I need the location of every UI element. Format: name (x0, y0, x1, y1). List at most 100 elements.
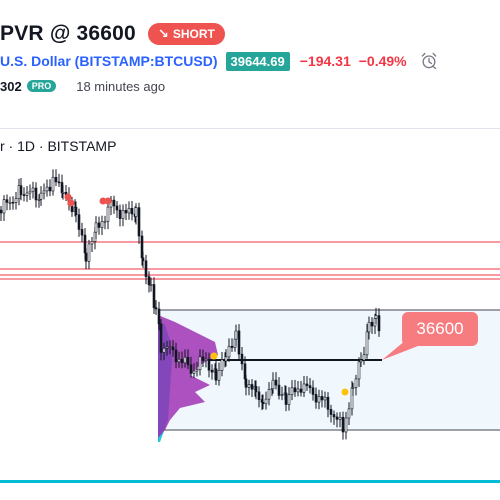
candle-body (362, 354, 366, 361)
candle-body (0, 209, 3, 214)
candle-body (112, 199, 116, 207)
candle-body (280, 394, 284, 397)
symbol-link[interactable]: U.S. Dollar (BITSTAMP:BTCUSD) (0, 53, 218, 69)
price-change-absolute: −194.31 (299, 53, 351, 69)
candle-body (354, 378, 358, 388)
candle-body (323, 396, 327, 401)
candle-body (217, 370, 221, 381)
candle-body (201, 356, 205, 361)
candle-body (31, 187, 35, 192)
candle-body (137, 207, 141, 237)
candle-body (74, 206, 78, 215)
signal-dot (210, 352, 218, 360)
candle-body (130, 207, 134, 215)
candle-body (84, 252, 88, 262)
candle-body (192, 370, 196, 374)
candle-body (183, 356, 187, 364)
candle-body (230, 345, 234, 348)
candle-body (11, 201, 15, 204)
candle-body (2, 199, 6, 214)
candle-body (134, 207, 138, 217)
candle-body (287, 394, 291, 405)
candle-body (189, 364, 193, 374)
candle-body (377, 315, 381, 332)
candle-body (124, 210, 128, 214)
candle-body (374, 315, 378, 319)
candle-body (267, 389, 271, 400)
candle-body (54, 176, 58, 183)
candle-body (94, 222, 98, 233)
candle-body (8, 201, 12, 204)
signal-dot (99, 197, 107, 205)
published-time: 18 minutes ago (76, 78, 166, 94)
candle-body (207, 358, 211, 371)
candle-body (299, 388, 303, 393)
candle-body (159, 323, 163, 353)
candle-body (87, 243, 91, 262)
candle-body (344, 417, 348, 433)
candle-body (144, 260, 148, 277)
candle-body (370, 321, 374, 327)
candle-body (347, 408, 351, 419)
candle-body (284, 392, 288, 405)
candle-body (357, 361, 361, 380)
candle-body (240, 353, 244, 365)
candle-body (329, 409, 333, 415)
candle-body (351, 387, 355, 389)
candlestick-series (0, 169, 381, 440)
candle-body (177, 358, 181, 363)
signal-dot (67, 199, 75, 207)
price-chart[interactable] (0, 130, 500, 480)
price-badge: 39644.69 (225, 51, 290, 71)
candle-body (165, 346, 169, 349)
candle-body (149, 284, 153, 286)
candle-body (317, 396, 321, 403)
candle-body (34, 187, 38, 201)
idea-header: PVR @ 36600 ↘ SHORT U.S. Dollar (BITSTAM… (0, 0, 500, 130)
alarm-clock-icon[interactable] (419, 51, 439, 71)
candle-body (338, 416, 342, 420)
candle-body (25, 192, 29, 196)
candle-body (261, 401, 265, 405)
candle-body (254, 386, 258, 393)
candle-body (48, 186, 52, 192)
candle-body (157, 308, 161, 325)
candle-body (314, 394, 318, 403)
candle-body (147, 276, 151, 286)
candle-body (244, 378, 248, 388)
candle-body (171, 346, 175, 351)
candle-body (326, 396, 330, 410)
candle-body (274, 379, 278, 386)
candle-body (141, 257, 145, 262)
candle-body (100, 221, 104, 228)
arrow-down-right-icon: ↘ (157, 26, 169, 41)
header-divider (0, 128, 500, 129)
candle-body (174, 349, 178, 363)
candle-body (220, 359, 224, 371)
symbol-row: U.S. Dollar (BITSTAMP:BTCUSD) 39644.69 −… (0, 50, 439, 72)
candle-body (19, 185, 23, 195)
candle-body (162, 347, 166, 353)
candle-body (90, 241, 94, 245)
candle-body (305, 383, 309, 386)
candle-body (168, 346, 172, 349)
candle-body (154, 307, 158, 310)
candle-body (37, 198, 41, 201)
candle-body (341, 416, 345, 433)
candle-body (204, 358, 208, 361)
candle-body (296, 388, 300, 393)
candle-body (320, 396, 324, 401)
candle-body (365, 331, 369, 356)
candle-body (42, 190, 46, 194)
candle-body (234, 330, 238, 340)
candle-body (293, 387, 297, 393)
candle-body (45, 186, 49, 192)
candle-body (332, 414, 336, 418)
candle-body (77, 214, 81, 230)
candle-body (237, 330, 241, 355)
candle-body (271, 379, 275, 390)
price-callout[interactable]: 36600 (402, 312, 478, 346)
signal-dot (104, 197, 112, 205)
candle-body (152, 284, 156, 308)
pro-badge: PRO (26, 80, 57, 92)
